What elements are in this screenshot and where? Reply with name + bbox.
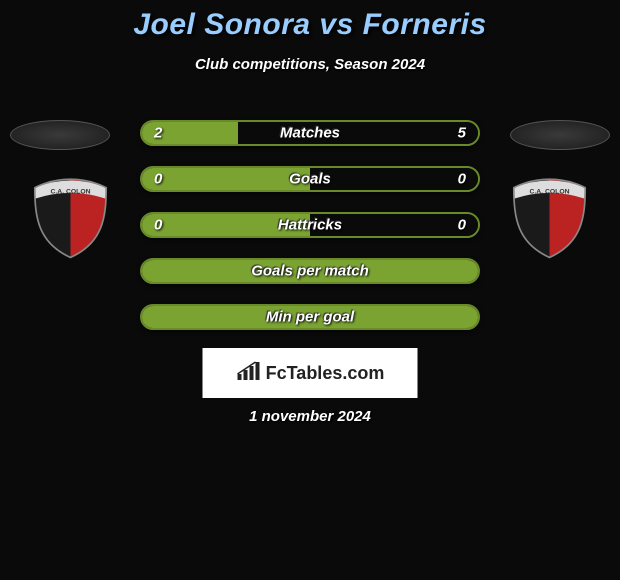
stat-row: 0 0 Goals bbox=[140, 166, 480, 192]
page-title: Joel Sonora vs Forneris bbox=[0, 8, 620, 42]
stat-value-right: 0 bbox=[458, 217, 466, 234]
shield-label: C.A. COLON bbox=[529, 189, 569, 196]
player-left-avatar-placeholder bbox=[10, 120, 110, 150]
club-shield-right: C.A. COLON bbox=[507, 175, 592, 260]
stat-label: Matches bbox=[280, 125, 340, 142]
stat-label: Goals per match bbox=[251, 263, 369, 280]
stat-rows: 2 5 Matches 0 0 Goals 0 0 Hattricks Goals per mat… bbox=[140, 120, 480, 350]
stat-row: 2 5 Matches bbox=[140, 120, 480, 146]
date-label: 1 november 2024 bbox=[249, 408, 371, 425]
stat-bar-right bbox=[238, 122, 478, 144]
stat-label: Goals bbox=[289, 171, 331, 188]
player-right-avatar-placeholder bbox=[510, 120, 610, 150]
stat-bar-right bbox=[310, 168, 478, 190]
stat-value-left: 2 bbox=[154, 125, 162, 142]
stat-value-right: 0 bbox=[458, 171, 466, 188]
watermark-text: FcTables.com bbox=[266, 363, 385, 384]
stat-row: Min per goal bbox=[140, 304, 480, 330]
stat-value-left: 0 bbox=[154, 171, 162, 188]
club-shield-left: C.A. COLON bbox=[28, 175, 113, 260]
chart-icon bbox=[236, 360, 262, 387]
shield-label: C.A. COLON bbox=[50, 189, 90, 196]
page-subtitle: Club competitions, Season 2024 bbox=[0, 56, 620, 73]
stat-label: Hattricks bbox=[278, 217, 342, 234]
stat-value-left: 0 bbox=[154, 217, 162, 234]
watermark-logo: FcTables.com bbox=[203, 348, 418, 398]
stat-label: Min per goal bbox=[266, 309, 354, 326]
stat-row: 0 0 Hattricks bbox=[140, 212, 480, 238]
stat-value-right: 5 bbox=[458, 125, 466, 142]
stat-row: Goals per match bbox=[140, 258, 480, 284]
stat-bar-left bbox=[142, 168, 310, 190]
